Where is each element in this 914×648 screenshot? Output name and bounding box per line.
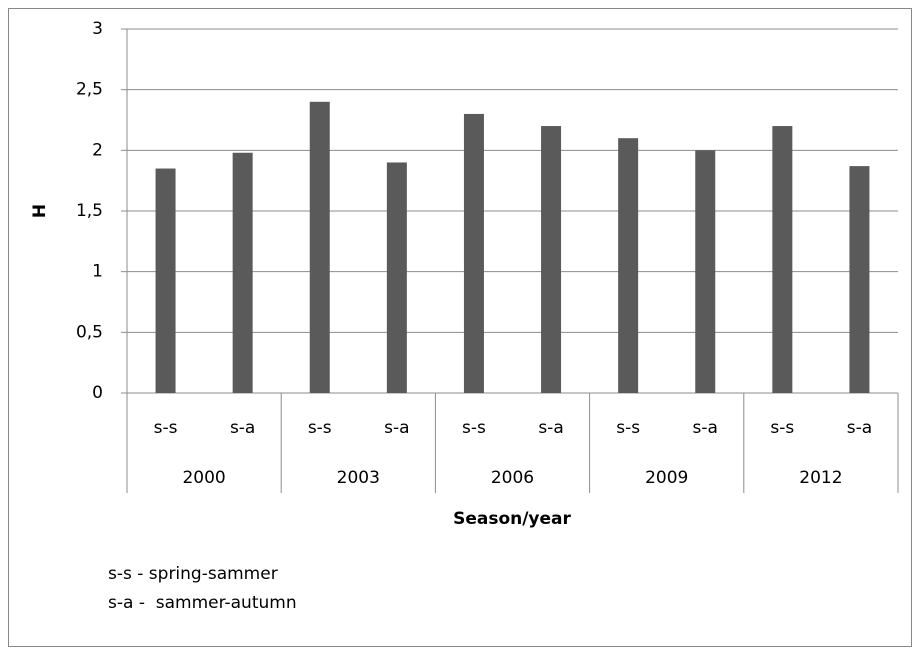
y-tick-label: 1,5 [76, 201, 103, 221]
bar [309, 101, 330, 394]
x-tick-label: s-a [230, 418, 255, 438]
x-tick-label: s-s [616, 418, 640, 438]
x-tick-label: s-a [384, 418, 409, 438]
bar [463, 113, 484, 393]
bar [386, 162, 407, 393]
group-label: 2000 [182, 468, 225, 488]
y-tick-label: 2 [92, 140, 103, 160]
bar [541, 126, 562, 394]
group-label: 2006 [491, 468, 534, 488]
bar [849, 166, 870, 393]
x-tick-label: s-s [770, 418, 794, 438]
group-label: 2009 [645, 468, 688, 488]
group-label: 2003 [337, 468, 380, 488]
x-axis-label: Season/year [453, 509, 571, 529]
y-axis-label: H [30, 204, 50, 218]
x-tick-label: s-s [462, 418, 486, 438]
y-tick-label: 1 [92, 262, 103, 282]
y-tick-label: 0,5 [76, 322, 103, 342]
x-tick-label: s-s [154, 418, 178, 438]
x-tick-label: s-a [693, 418, 718, 438]
x-tick-label: s-a [847, 418, 872, 438]
y-tick-label: 2,5 [76, 80, 103, 100]
note: s-s - spring-sammer [108, 564, 278, 584]
bar [618, 138, 639, 393]
y-tick-label: 3 [92, 19, 103, 39]
note: s-a - sammer-autumn [108, 593, 297, 613]
bar [772, 126, 793, 394]
bar [155, 168, 176, 393]
bar [232, 152, 253, 393]
y-tick-label: 0 [92, 383, 103, 403]
bar [695, 150, 716, 393]
x-tick-label: s-s [308, 418, 332, 438]
x-tick-label: s-a [538, 418, 563, 438]
group-label: 2012 [799, 468, 842, 488]
